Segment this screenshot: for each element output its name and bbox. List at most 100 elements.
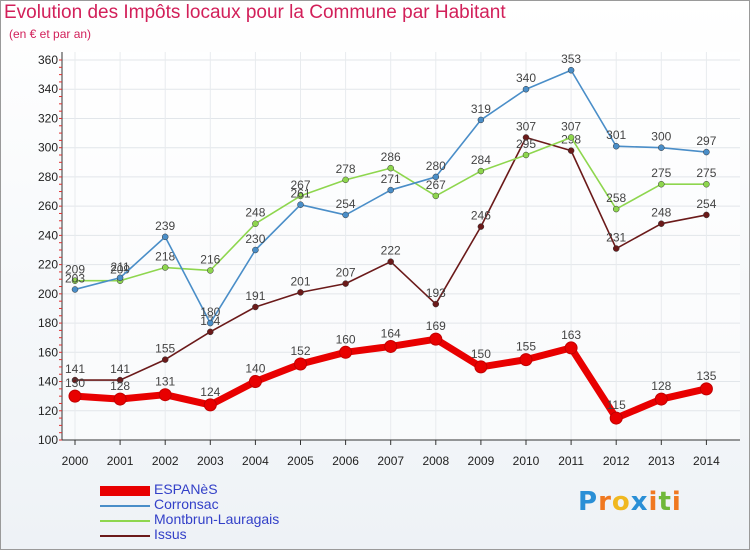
data-point	[161, 356, 169, 363]
data-label: 211	[111, 260, 130, 274]
data-label: 150	[471, 347, 491, 361]
data-label: 271	[381, 172, 401, 186]
y-tick-label: 100	[38, 433, 58, 447]
data-point	[71, 376, 79, 384]
data-point	[252, 220, 259, 227]
data-label: 353	[561, 52, 581, 66]
legend-swatch	[100, 535, 150, 537]
data-label: 115	[607, 398, 626, 412]
data-label: 131	[155, 375, 175, 389]
data-label: 278	[336, 162, 356, 176]
data-point	[387, 164, 394, 172]
data-point	[297, 201, 304, 208]
x-tick-label: 2000	[62, 454, 89, 468]
data-point	[567, 66, 575, 74]
data-label: 128	[651, 379, 671, 393]
x-tick-label: 2010	[513, 454, 540, 468]
data-label: 209	[65, 263, 85, 277]
legend-swatch	[100, 520, 150, 522]
y-tick-label: 240	[38, 228, 58, 242]
logo-letter: i	[671, 487, 682, 517]
data-point	[158, 388, 172, 402]
data-point	[654, 392, 668, 406]
y-tick-label: 220	[38, 258, 58, 272]
chart-title: Evolution des Impôts locaux pour la Comm…	[4, 2, 506, 23]
data-point	[339, 345, 353, 359]
data-point	[207, 319, 214, 327]
data-point	[609, 411, 623, 425]
logo-letter: r	[598, 487, 612, 517]
data-point	[522, 85, 530, 93]
data-label: 267	[426, 178, 446, 192]
y-tick-label: 180	[38, 316, 58, 330]
data-label: 155	[155, 342, 175, 356]
data-point	[564, 341, 578, 355]
data-point	[252, 246, 259, 254]
data-label: 169	[426, 319, 446, 333]
data-point	[658, 220, 665, 227]
data-label: 319	[471, 102, 491, 116]
data-label: 180	[200, 305, 220, 319]
data-label: 301	[606, 128, 626, 142]
x-tick-label: 2007	[377, 454, 404, 468]
data-point	[342, 176, 349, 184]
logo-letter: t	[658, 487, 672, 517]
data-point	[474, 360, 488, 374]
data-label: 254	[336, 197, 356, 211]
y-tick-label: 260	[38, 199, 58, 213]
data-label: 239	[155, 219, 175, 233]
data-label: 164	[381, 326, 401, 340]
data-point	[699, 382, 713, 396]
data-label: 307	[516, 119, 536, 133]
legend-swatch	[100, 486, 150, 496]
data-point	[116, 376, 124, 384]
data-point	[203, 398, 217, 412]
data-point	[612, 205, 620, 213]
x-tick-label: 2014	[693, 454, 720, 468]
data-point	[294, 357, 307, 371]
x-tick-label: 2004	[242, 454, 269, 468]
x-tick-label: 2013	[648, 454, 675, 468]
data-point	[477, 167, 485, 175]
data-point	[567, 134, 575, 141]
data-label: 280	[426, 159, 446, 173]
logo-letter: P	[578, 487, 599, 517]
data-point	[477, 223, 485, 230]
data-label: 163	[561, 328, 581, 342]
data-point	[432, 300, 440, 308]
data-point	[297, 192, 304, 200]
x-tick-label: 2002	[152, 454, 179, 468]
data-point	[477, 116, 485, 124]
data-label: 340	[516, 71, 536, 85]
x-tick-label: 2003	[197, 454, 224, 468]
data-label: 155	[516, 340, 536, 354]
logo-letter: x	[630, 487, 649, 517]
data-label: 231	[606, 231, 626, 245]
data-label: 275	[651, 166, 671, 180]
x-tick-label: 2005	[287, 454, 314, 468]
data-point	[703, 148, 710, 156]
chart-subtitle: (en € et par an)	[9, 27, 92, 41]
data-point	[161, 233, 169, 241]
y-tick-label: 120	[38, 404, 58, 418]
y-tick-label: 280	[38, 170, 58, 184]
data-label: 203	[65, 271, 85, 285]
data-point	[113, 392, 127, 406]
logo-letter: i	[648, 487, 659, 517]
data-label: 295	[516, 137, 536, 151]
y-tick-label: 340	[38, 82, 58, 96]
data-label: 201	[290, 274, 310, 288]
data-label: 140	[245, 362, 265, 376]
data-label: 216	[200, 252, 220, 266]
data-point	[658, 180, 665, 188]
y-tick-label: 300	[38, 141, 58, 155]
data-label: 218	[155, 250, 175, 264]
legend-swatch	[100, 505, 150, 507]
data-point	[71, 277, 79, 284]
data-point	[252, 303, 259, 311]
data-label: 222	[381, 244, 401, 258]
data-label: 130	[65, 376, 85, 390]
data-point	[432, 192, 440, 200]
data-label: 128	[110, 379, 130, 393]
data-label: 152	[290, 344, 310, 358]
